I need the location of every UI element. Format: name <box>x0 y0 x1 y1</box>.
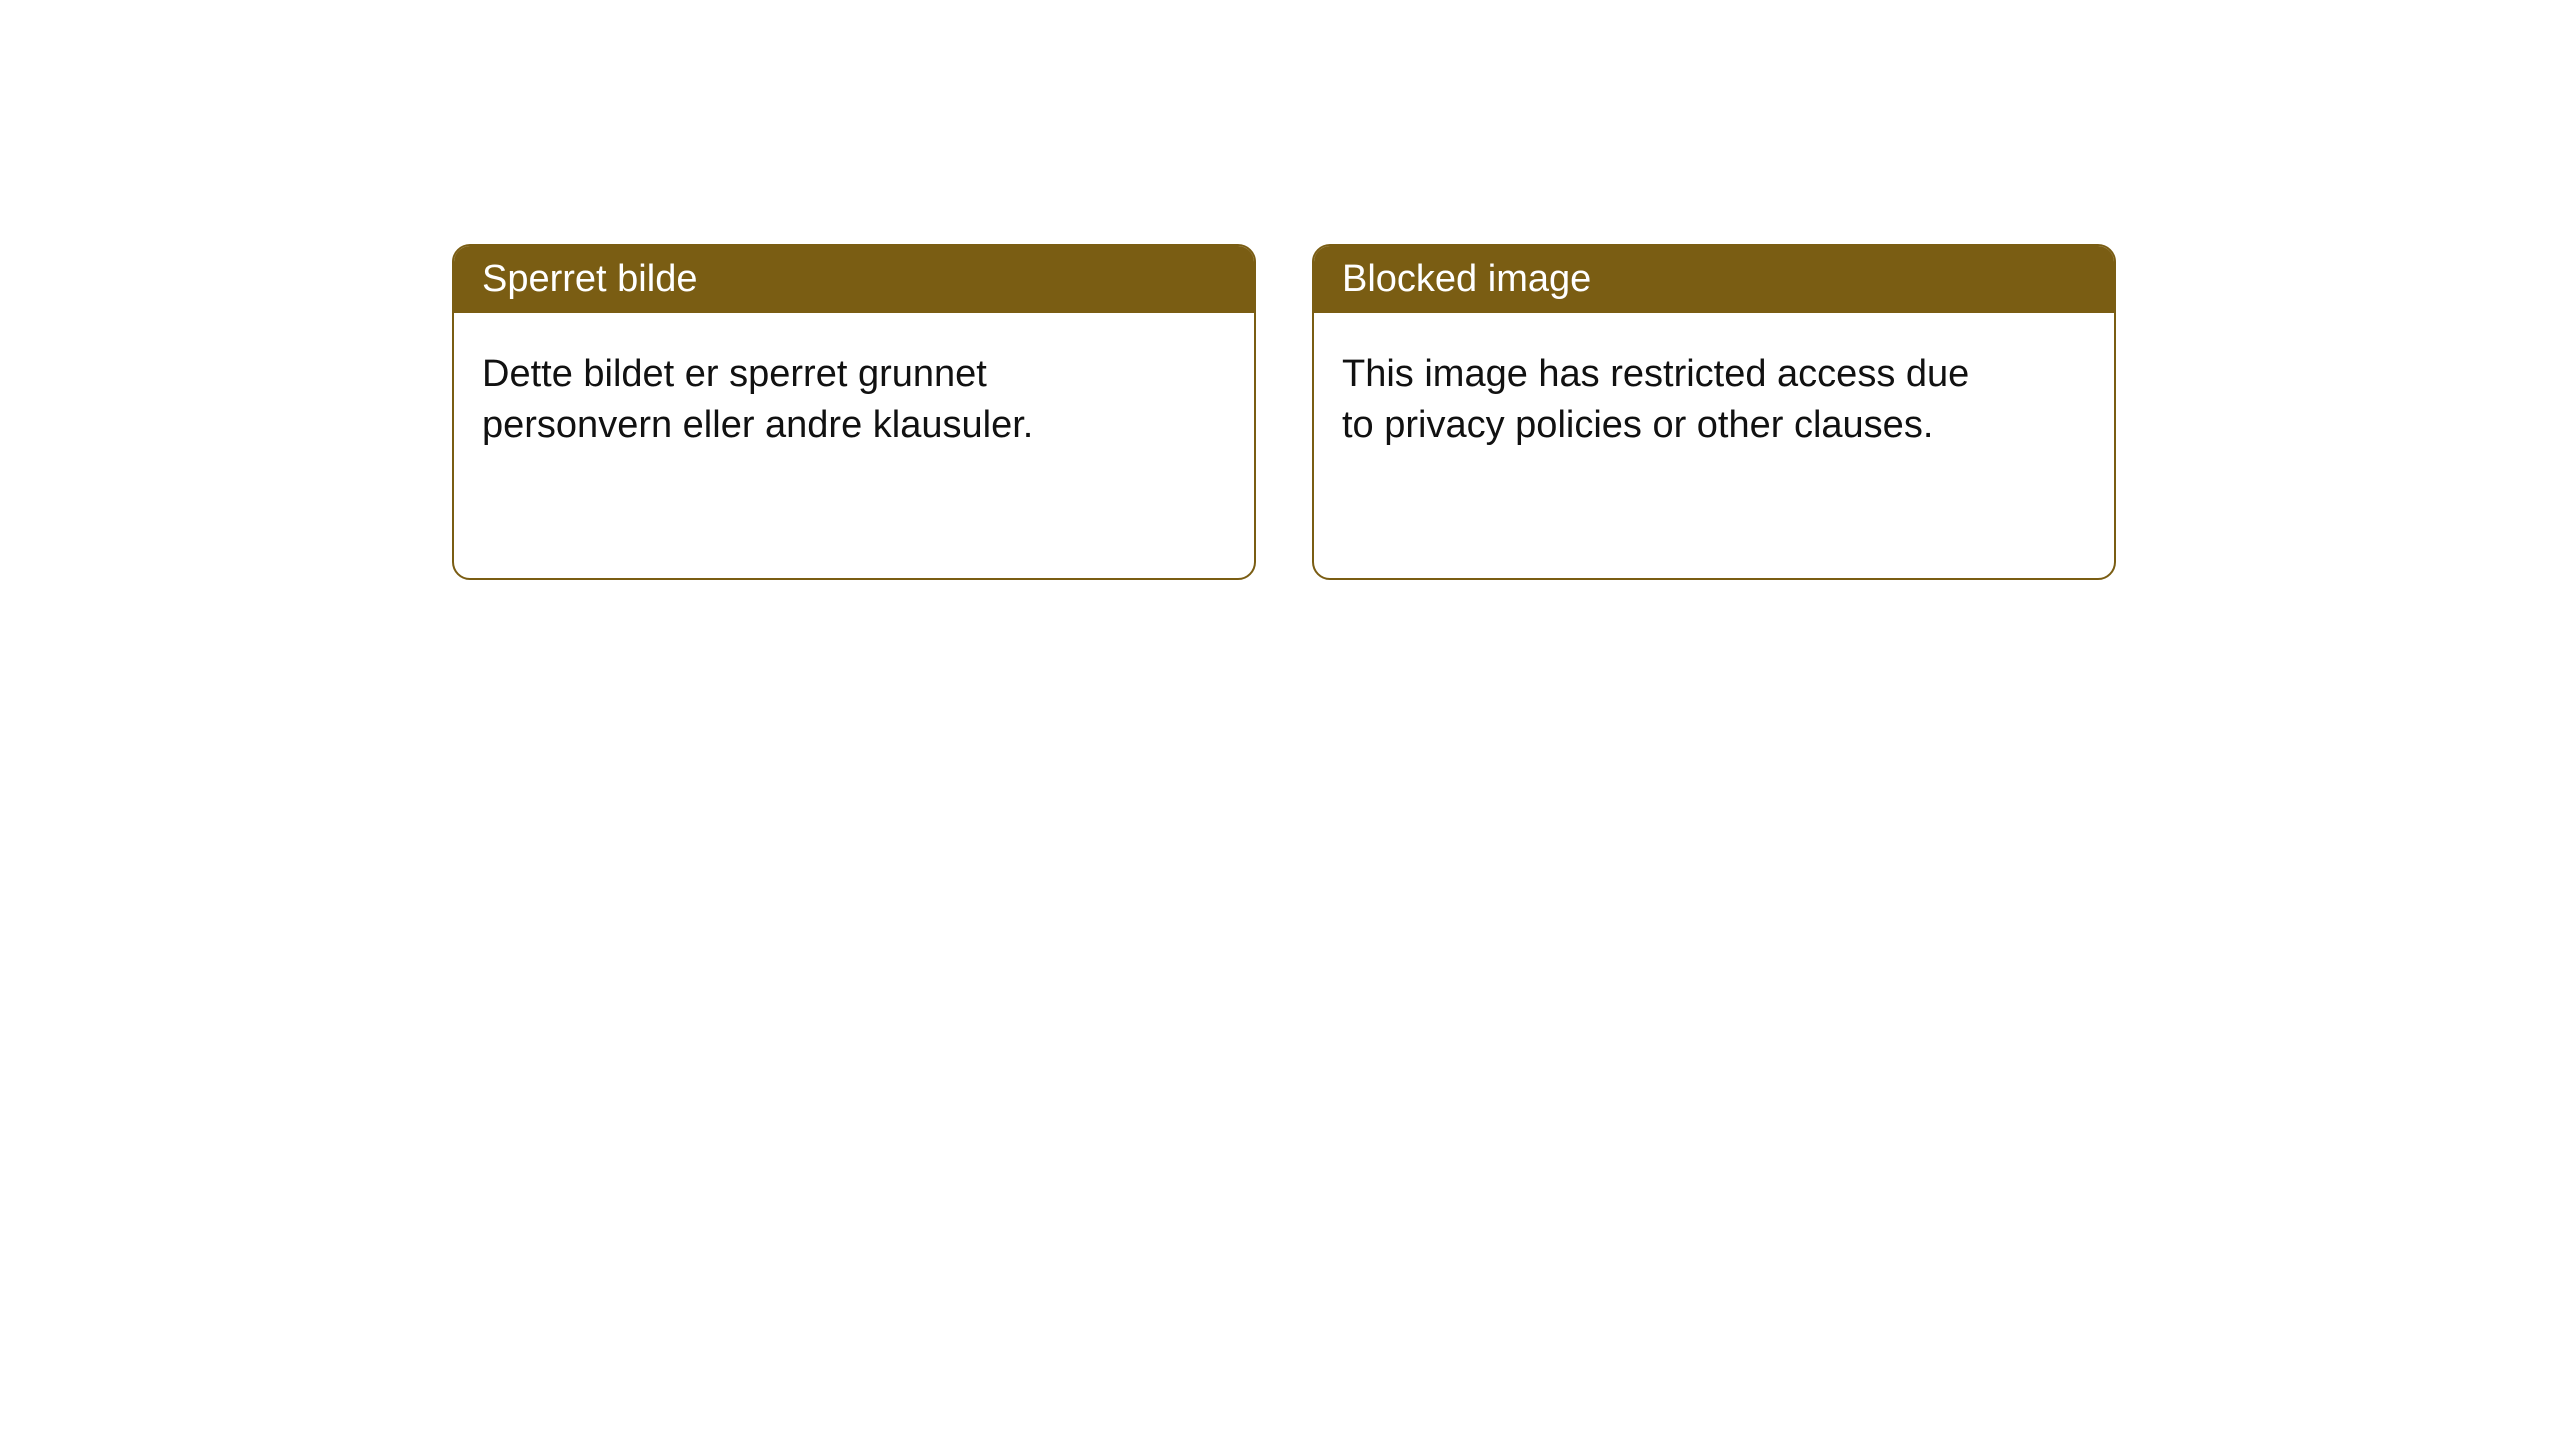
card-title: Blocked image <box>1314 246 2114 313</box>
card-body-text: Dette bildet er sperret grunnet personve… <box>454 313 1154 488</box>
notice-cards-container: Sperret bilde Dette bildet er sperret gr… <box>452 244 2116 580</box>
notice-card-norwegian: Sperret bilde Dette bildet er sperret gr… <box>452 244 1256 580</box>
notice-card-english: Blocked image This image has restricted … <box>1312 244 2116 580</box>
card-body-text: This image has restricted access due to … <box>1314 313 2014 488</box>
card-title: Sperret bilde <box>454 246 1254 313</box>
